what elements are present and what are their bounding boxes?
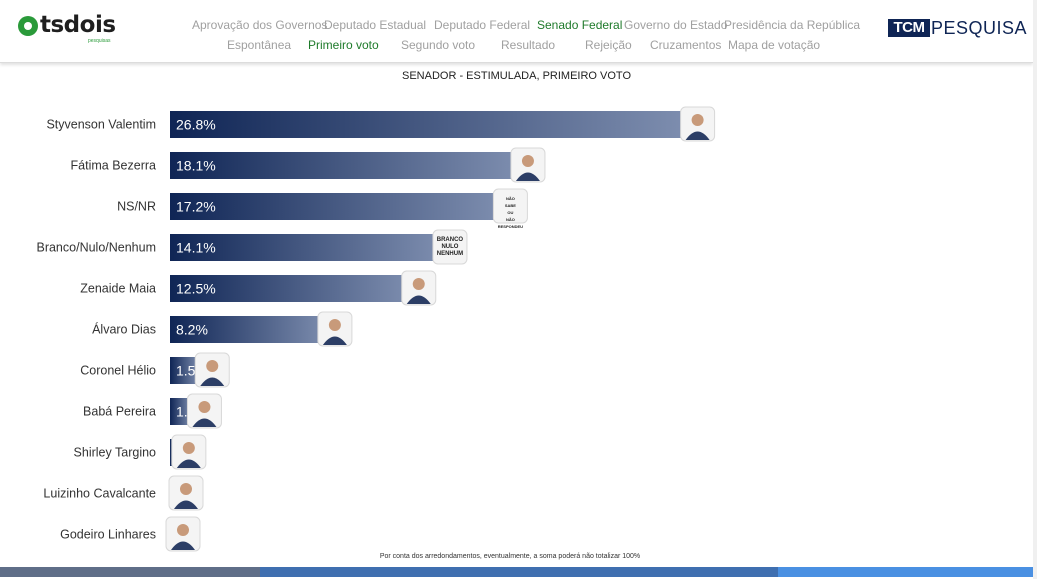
logo-circle-icon — [18, 16, 38, 36]
person-body-icon — [176, 459, 201, 468]
badge-text: NENHUM — [437, 251, 463, 257]
data-label: 12.5% — [176, 281, 216, 297]
nav-aprovacao[interactable]: Aprovação dos Governos — [192, 18, 328, 32]
person-head-icon — [180, 483, 192, 495]
nav-espontanea[interactable]: Espontânea — [227, 38, 292, 52]
category-label: Branco/Nulo/Nenhum — [36, 241, 156, 255]
bottom-bar-segment-1 — [0, 567, 260, 577]
right-edge — [1033, 0, 1037, 579]
person-head-icon — [691, 114, 704, 126]
option-badge — [432, 229, 468, 265]
person-body-icon — [192, 418, 217, 427]
person-head-icon — [206, 360, 219, 372]
bottom-bar — [0, 567, 1033, 577]
category-label: Babá Pereira — [83, 405, 156, 419]
category-label: NS/NR — [117, 200, 156, 214]
bar[interactable] — [170, 193, 506, 220]
nav-deputado-federal[interactable]: Deputado Federal — [434, 18, 531, 32]
person-head-icon — [328, 319, 341, 331]
bar-row: NS/NR 17.2% NÃO SABE OU NÃO RESPONDEU — [117, 188, 528, 229]
nav-senado-federal[interactable]: Senado Federal — [537, 18, 623, 32]
badge-text: RESPONDEU — [498, 224, 523, 229]
person-head-icon — [177, 524, 189, 536]
bar-row: Babá Pereira1.1% — [83, 393, 222, 429]
logo-text: tsdois — [40, 12, 116, 38]
nav-primeiro-voto[interactable]: Primeiro voto — [308, 38, 379, 52]
badge-text: OU — [507, 210, 513, 215]
header-bar: tsdois pesquisas Aprovação dos Governos … — [0, 0, 1033, 63]
bar[interactable] — [170, 234, 445, 261]
person-body-icon — [515, 172, 540, 181]
category-label: Godeiro Linhares — [60, 528, 156, 542]
option-badge — [492, 188, 528, 224]
badge-text: NÃO — [506, 196, 515, 201]
bar[interactable] — [170, 398, 192, 425]
nav-cruzamentos[interactable]: Cruzamentos — [650, 38, 722, 52]
person-head-icon — [521, 155, 534, 167]
nav-rejeicao[interactable]: Rejeição — [585, 38, 632, 52]
person-body-icon — [322, 336, 347, 345]
bar[interactable] — [170, 316, 330, 343]
bar-row: Fátima Bezerra 18.1% — [71, 147, 546, 183]
person-head-icon — [412, 278, 425, 290]
person-body-icon — [174, 500, 198, 509]
bottom-bar-segment-3 — [778, 567, 1033, 577]
data-label: 14.1% — [176, 240, 216, 256]
badge-text: BRANCO — [437, 237, 464, 243]
person-head-icon — [198, 401, 211, 413]
bar[interactable] — [170, 111, 693, 138]
bar-row: Coronel Hélio 1.5% — [80, 352, 230, 388]
bar-row: Shirley Targino — [74, 434, 207, 470]
person-body-icon — [406, 295, 431, 304]
nav-segundo-voto[interactable]: Segundo voto — [401, 38, 476, 52]
badge-text: NÃO — [506, 217, 515, 222]
bar-row: Álvaro Dias 8.2% — [92, 311, 353, 347]
category-label: Zenaide Maia — [80, 282, 156, 296]
category-label: Álvaro Dias — [92, 322, 156, 337]
nav-presidencia[interactable]: Presidência da República — [724, 18, 861, 32]
category-label: Shirley Targino — [74, 446, 157, 460]
bar[interactable] — [170, 357, 200, 384]
brand-box: TCM — [888, 19, 930, 37]
data-label: 17.2% — [176, 199, 216, 215]
brand-text: PESQUISA — [931, 18, 1028, 38]
bar-chart: Styvenson Valentim 26.8% Fátima Bezerra 18.… — [36, 106, 716, 552]
person-head-icon — [182, 442, 195, 454]
bar-row: Godeiro Linhares — [60, 516, 201, 552]
category-label: Coronel Hélio — [80, 364, 156, 378]
nav-mapa-votacao[interactable]: Mapa de votação — [728, 38, 821, 52]
bar[interactable] — [170, 275, 414, 302]
category-label: Fátima Bezerra — [71, 159, 156, 173]
nav-resultado[interactable]: Resultado — [501, 38, 556, 52]
logo-subtext: pesquisas — [88, 38, 111, 44]
badge-text: SABE — [505, 203, 516, 208]
nav-governo-estado[interactable]: Governo do Estado — [624, 18, 728, 32]
bar-row: Zenaide Maia 12.5% — [80, 270, 437, 306]
data-label: 8.2% — [176, 322, 208, 338]
person-body-icon — [200, 377, 225, 386]
nav-deputado-estadual[interactable]: Deputado Estadual — [324, 18, 427, 32]
person-body-icon — [685, 131, 710, 140]
category-label: Luizinho Cavalcante — [43, 487, 156, 501]
footnote: Por conta dos arredondamentos, eventualm… — [379, 553, 641, 560]
bar-row: Styvenson Valentim 26.8% — [46, 106, 716, 142]
bottom-bar-segment-2 — [260, 567, 778, 577]
data-label: 26.8% — [176, 117, 216, 133]
person-body-icon — [171, 541, 195, 550]
bar[interactable] — [170, 152, 523, 179]
badge-text: NULO — [441, 244, 458, 250]
chart-title: SENADOR - ESTIMULADA, PRIMEIRO VOTO — [402, 70, 631, 82]
data-label: 18.1% — [176, 158, 216, 174]
category-label: Styvenson Valentim — [46, 118, 156, 132]
bar-row: Luizinho Cavalcante — [43, 475, 204, 511]
